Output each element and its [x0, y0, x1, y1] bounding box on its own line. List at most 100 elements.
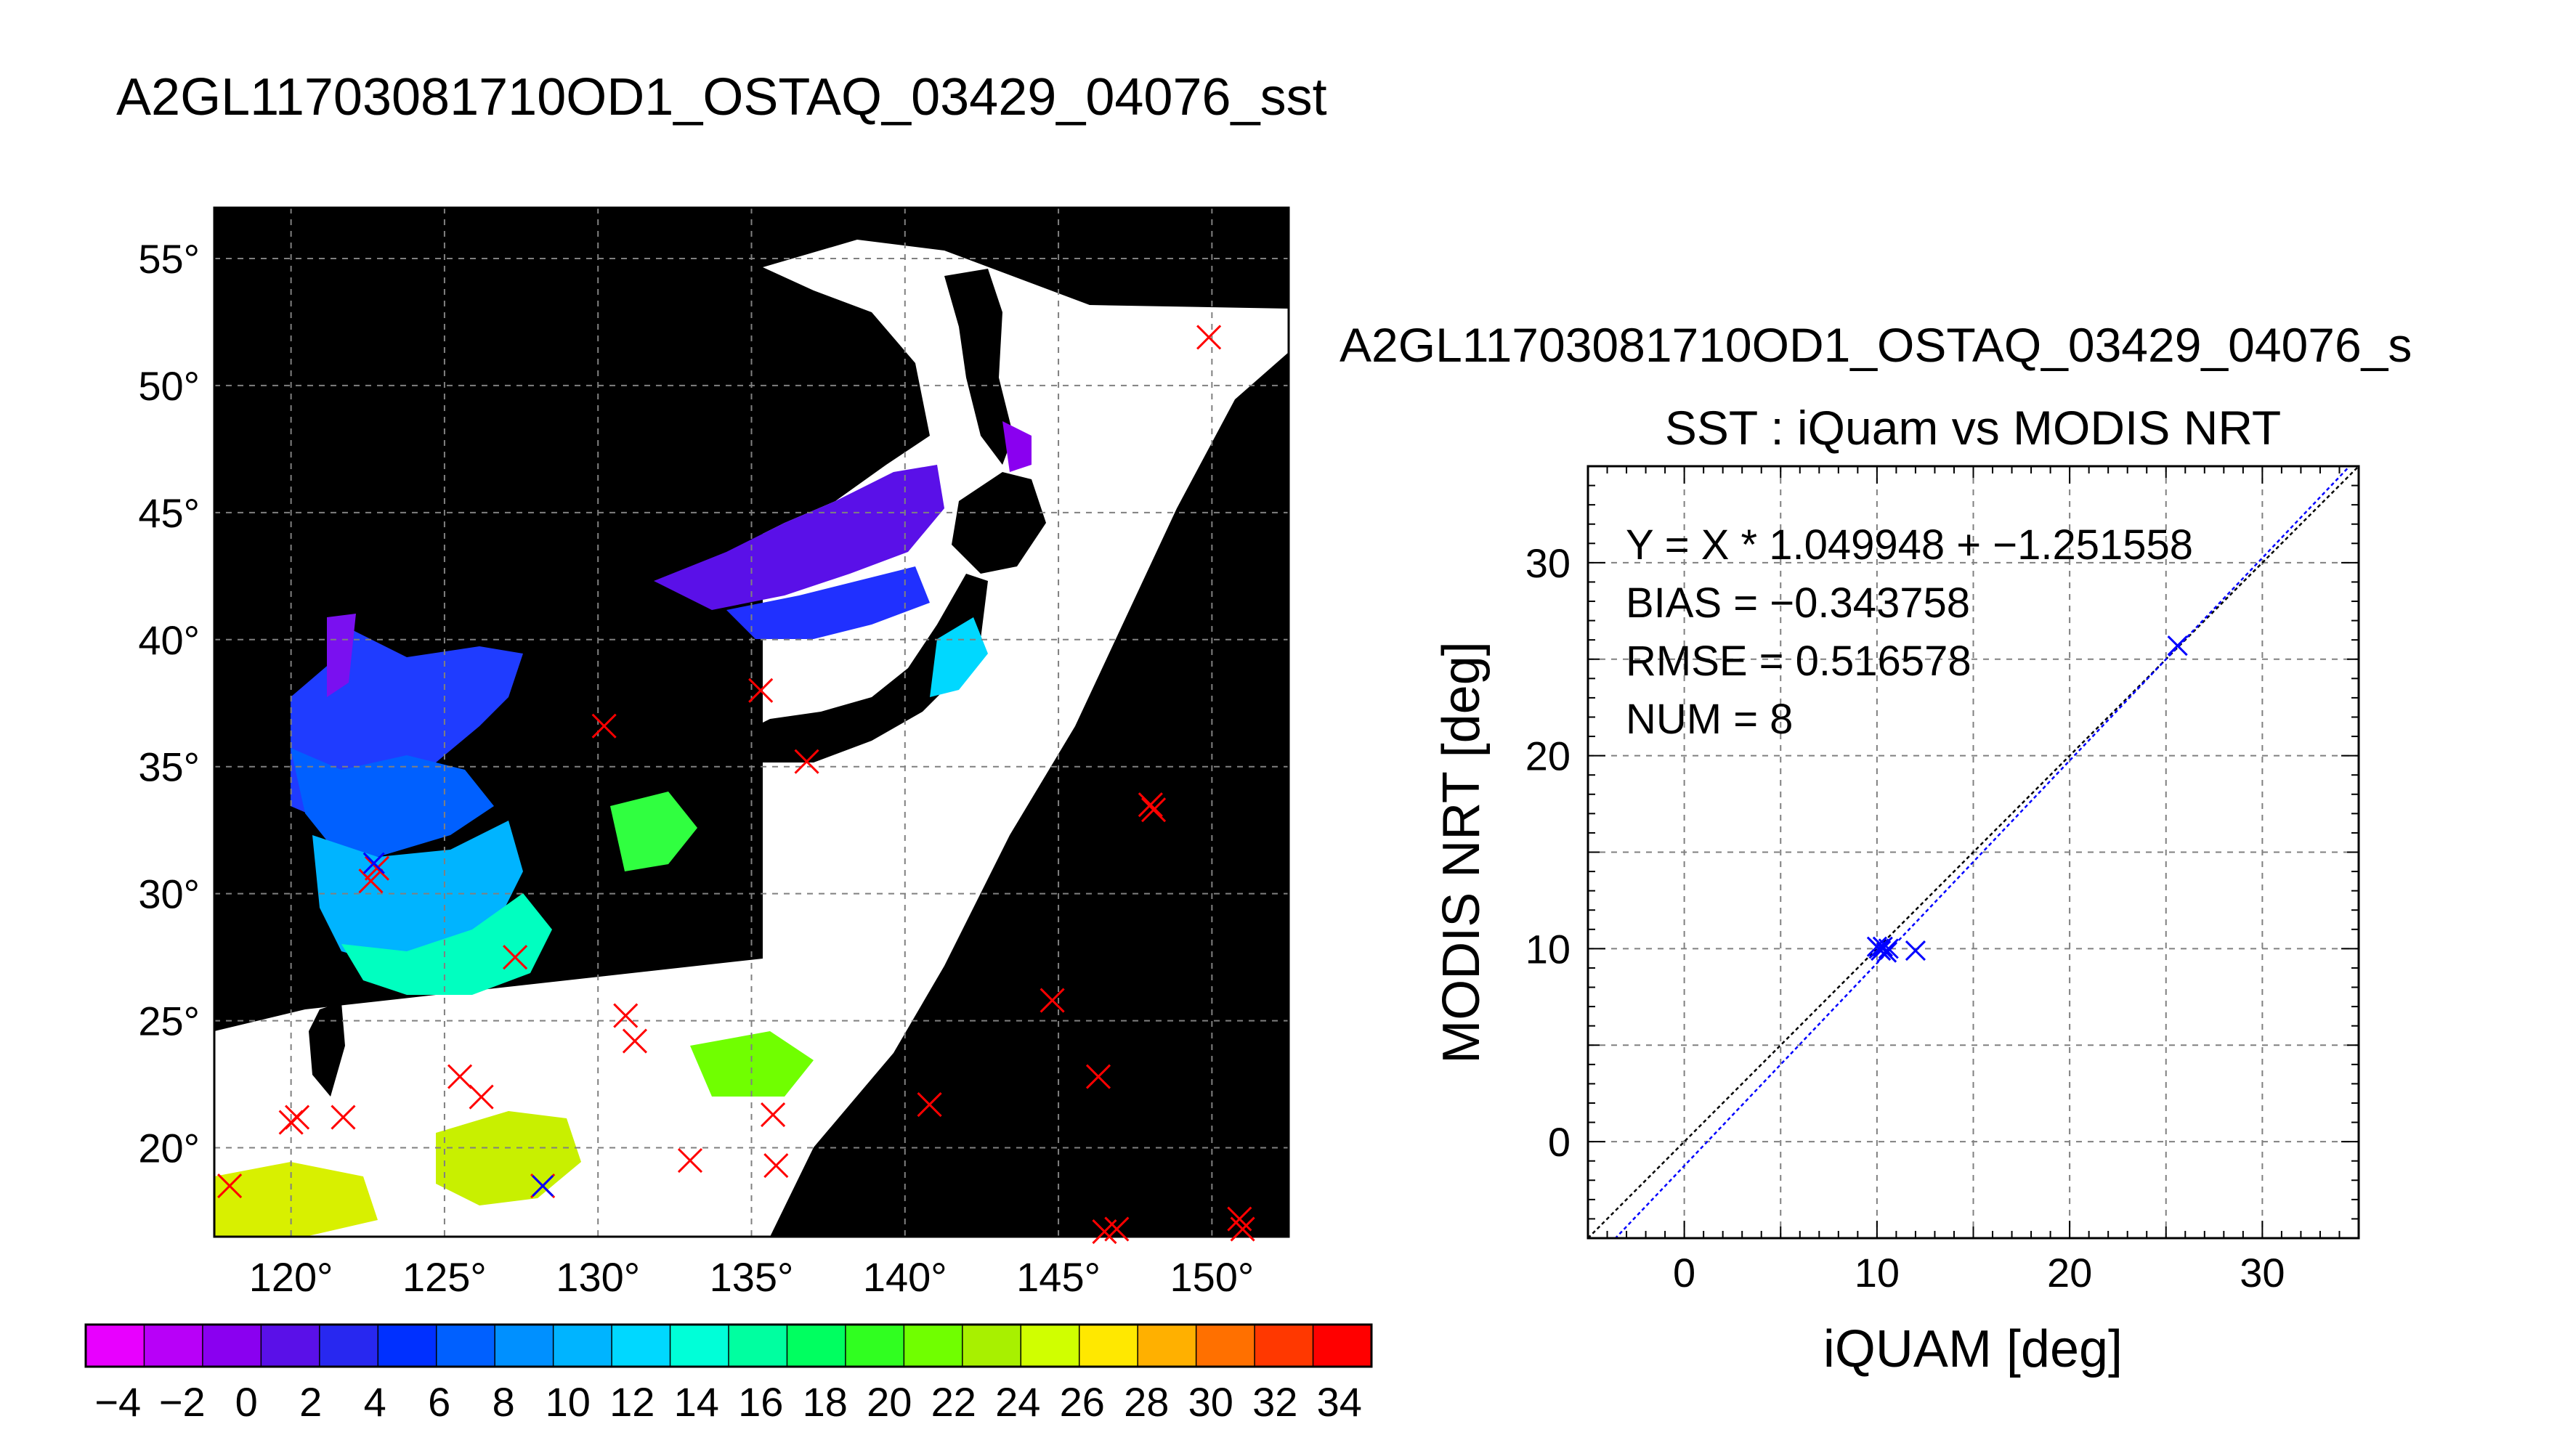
land-honshu	[741, 574, 988, 762]
map-match-marker	[748, 678, 774, 703]
scatter-ticks: 0 10 20 30 0 10 20 30	[1525, 465, 2359, 1296]
sst-yellow-sea-outer	[291, 748, 494, 857]
colorbar-tick-label: −2	[159, 1379, 206, 1425]
colorbar-tick-label: 32	[1252, 1379, 1297, 1425]
sst-east-china-sea-south	[341, 893, 552, 995]
map-match-marker	[1196, 325, 1222, 350]
scatter-point	[2167, 635, 2188, 656]
x-axis-label: iQUAM [deg]	[1823, 1320, 2123, 1378]
colorbar-cell	[495, 1325, 554, 1367]
scatter-point	[1866, 936, 1887, 957]
colorbar-labels: −4 −2 0 2 4 6 8 10 12 14 16 18 20 22 24 26 28 30 32 34	[94, 1379, 1362, 1425]
colorbar-tick-label: 28	[1124, 1379, 1169, 1425]
colorbar-tick-label: 24	[995, 1379, 1040, 1425]
stat-annotation: Y = X * 1.049948 + −1.251558	[1626, 521, 2193, 569]
scatter-point	[1905, 940, 1926, 961]
map-lat-tick-label: 35°	[138, 744, 200, 790]
map-match-marker	[613, 1003, 639, 1028]
stat-annotation: NUM = 8	[1626, 696, 1793, 743]
colorbar-cell	[1196, 1325, 1256, 1367]
colorbar-cell	[612, 1325, 671, 1367]
colorbar-tick-label: 22	[931, 1379, 976, 1425]
sst-map: 120° 125° 130° 135° 140° 145° 150° 55° 50° 45° 40…	[138, 206, 1290, 1300]
map-lat-labels: 55° 50° 45° 40° 35° 30° 25° 20°	[138, 236, 200, 1171]
y-axis-label: MODIS NRT [deg]	[1432, 641, 1491, 1064]
map-match-marker	[622, 1028, 647, 1054]
y-tick-label: 30	[1525, 540, 1571, 586]
colorbar-cell	[729, 1325, 788, 1367]
colorbar-cell	[261, 1325, 320, 1367]
sst-south-yellow	[214, 1162, 378, 1237]
map-match-marker	[217, 1173, 243, 1199]
map-markers	[217, 325, 1255, 1245]
map-lon-tick-label: 130°	[556, 1254, 640, 1300]
map-match-marker	[1227, 1206, 1252, 1232]
colorbar-tick-label: −4	[94, 1379, 141, 1425]
colorbar-cell	[904, 1325, 963, 1367]
colorbar-tick-label: 2	[299, 1379, 322, 1425]
colorbar-tick-label: 14	[674, 1379, 719, 1425]
colorbar-cell	[1138, 1325, 1197, 1367]
map-match-marker	[1085, 1064, 1111, 1089]
map-match-marker	[364, 855, 390, 881]
sst-bohai-violet	[327, 614, 356, 697]
main-title: A2GL11703081710OD1_OSTAQ_03429_04076_sst	[116, 68, 1327, 126]
sst-okhotsk-violet	[1002, 421, 1032, 472]
map-lat-tick-label: 50°	[138, 363, 200, 409]
map-grid	[214, 208, 1289, 1237]
map-lat-tick-label: 20°	[138, 1126, 200, 1171]
colorbar-tick-label: 16	[738, 1379, 783, 1425]
y-tick-label: 10	[1525, 926, 1571, 972]
colorbar-tick-label: 26	[1060, 1379, 1105, 1425]
sst-japan-sea-violet	[654, 465, 944, 610]
map-match-marker	[469, 1084, 494, 1110]
colorbar-tick-label: 10	[546, 1379, 591, 1425]
sst-okinawa-green	[690, 1031, 814, 1097]
map-lon-tick-label: 125°	[402, 1254, 487, 1300]
sst-philippine-yellow	[436, 1111, 581, 1205]
map-match-marker	[285, 1105, 310, 1130]
colorbar-cell	[202, 1325, 262, 1367]
stat-annotation: BIAS = −0.343758	[1626, 579, 1970, 627]
colorbar-cell	[436, 1325, 496, 1367]
sst-japan-east-cyan	[930, 617, 988, 697]
map-match-marker	[677, 1147, 703, 1174]
map-match-marker	[917, 1092, 942, 1118]
sst-japan-sea-blue	[726, 566, 930, 639]
map-match-marker	[1138, 792, 1163, 818]
land-korea	[516, 625, 617, 770]
land-russia-coast	[552, 267, 930, 683]
sst-kuroshio-green	[610, 792, 697, 871]
map-match-marker	[761, 1102, 786, 1128]
map-lat-tick-label: 45°	[138, 490, 200, 536]
scatter-title: SST : iQuam vs MODIS NRT	[1665, 401, 2281, 455]
map-match-marker	[1104, 1216, 1130, 1242]
colorbar-cell	[319, 1325, 379, 1367]
colorbar-cells	[86, 1325, 1372, 1367]
x-tick-label: 10	[1855, 1250, 1900, 1296]
map-match-marker	[1040, 988, 1065, 1013]
map-match-marker	[1141, 797, 1167, 823]
map-match-marker	[358, 869, 384, 894]
colorbar-tick-label: 12	[609, 1379, 655, 1425]
map-frame	[213, 206, 1290, 1238]
map-lon-tick-label: 145°	[1016, 1254, 1101, 1300]
map-match-marker-blue	[532, 1174, 554, 1197]
y-tick-label: 0	[1548, 1119, 1571, 1165]
land-taiwan	[309, 1002, 345, 1097]
colorbar-tick-label: 6	[428, 1379, 450, 1425]
map-match-marker	[591, 713, 617, 739]
colorbar-cell	[1313, 1325, 1372, 1367]
map-lon-labels: 120° 125° 130° 135° 140° 145° 150°	[249, 1254, 1255, 1300]
land-kyushu	[679, 755, 741, 821]
x-tick-label: 0	[1673, 1250, 1695, 1296]
colorbar-cell	[845, 1325, 905, 1367]
y-tick-label: 20	[1525, 733, 1571, 779]
colorbar-cell	[787, 1325, 846, 1367]
map-lon-tick-label: 150°	[1170, 1254, 1254, 1300]
colorbar-cell	[553, 1325, 613, 1367]
colorbar-cell	[1255, 1325, 1314, 1367]
scatter-grid	[1588, 466, 2359, 1238]
colorbar-cell	[670, 1325, 729, 1367]
